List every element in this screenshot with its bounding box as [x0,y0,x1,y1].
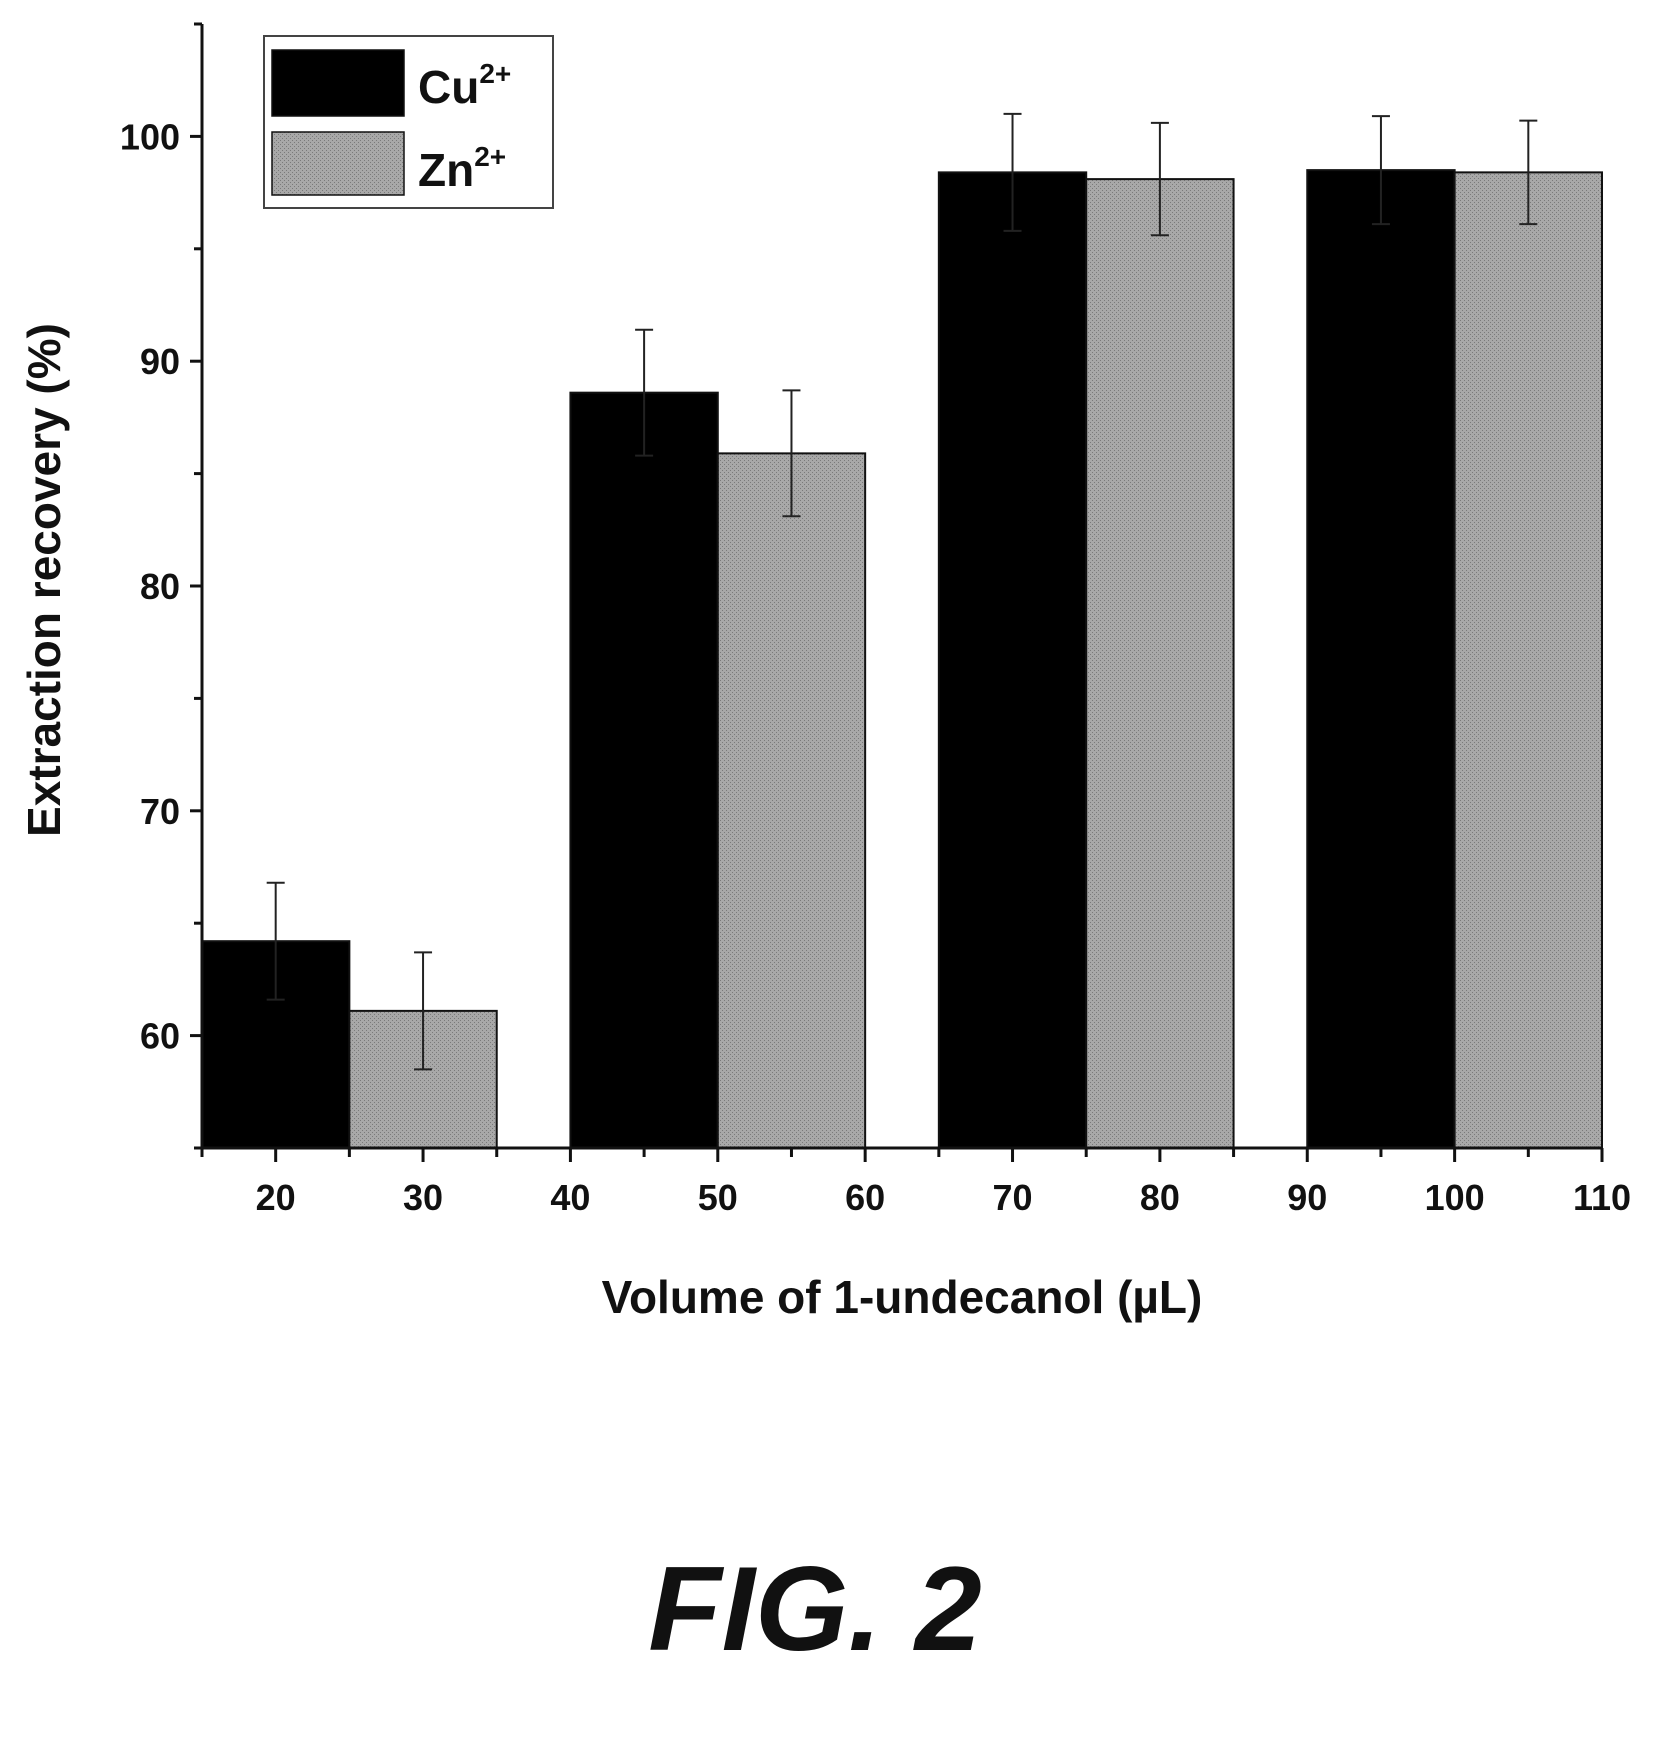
y-ticks: 60 70 80 90 100 [120,22,202,1150]
y-tick-label: 100 [120,116,180,157]
y-tick-label: 90 [140,341,180,382]
legend-label-cu-sup: 2+ [479,58,511,89]
legend-label-cu: Cu2+ [418,58,511,113]
bar-cu-1 [569,391,719,1149]
legend-swatch-zn [271,131,405,196]
legend-swatch-cu [271,49,405,117]
bar-cu-2 [937,171,1088,1150]
error-bar-zn-3 [1519,119,1538,226]
x-tick-label: 70 [993,1177,1033,1218]
x-tick-label: 90 [1287,1177,1327,1218]
bar-zn-2 [1085,178,1235,1149]
legend-label-zn-text: Zn [418,144,474,196]
error-bar-cu-0 [266,881,285,1001]
y-tick-label: 70 [140,791,180,832]
bars-layer [201,169,1604,1150]
bar-zn-1 [716,452,867,1150]
y-tick-label: 60 [140,1016,180,1057]
x-tick-label: 80 [1140,1177,1180,1218]
x-tick-label: 20 [256,1177,296,1218]
bar-cu-3 [1306,169,1456,1149]
x-tick-label: 60 [845,1177,885,1218]
error-bar-cu-3 [1371,115,1390,226]
error-bar-cu-2 [1003,112,1022,232]
x-tick-label: 50 [698,1177,738,1218]
legend-label-cu-text: Cu [418,61,479,113]
bar-zn-3 [1453,171,1604,1150]
x-tick-label: 110 [1573,1177,1631,1218]
y-axis-title: Extraction recovery (%) [18,323,70,837]
error-bar-cu-1 [635,328,654,457]
legend-label-zn-sup: 2+ [474,141,506,172]
x-tick-label: 100 [1425,1177,1485,1218]
error-bar-zn-0 [414,951,433,1071]
x-tick-label: 40 [550,1177,590,1218]
legend-label-zn: Zn2+ [418,141,506,196]
x-axis-title: Volume of 1-undecanol (µL) [602,1271,1203,1323]
axes: 60 70 80 90 100 20 30 40 50 60 70 80 90 100 110 [120,22,1631,1218]
x-ticks: 20 30 40 50 60 70 80 90 100 110 [200,1148,1631,1218]
y-tick-label: 80 [140,566,180,607]
error-bars-layer [266,112,1538,1071]
figure-label: FIG. 2 [648,1542,981,1676]
legend: Cu2+ Zn2+ [263,35,554,209]
x-tick-label: 30 [403,1177,443,1218]
error-bar-zn-2 [1150,121,1169,237]
error-bar-zn-1 [782,389,801,518]
